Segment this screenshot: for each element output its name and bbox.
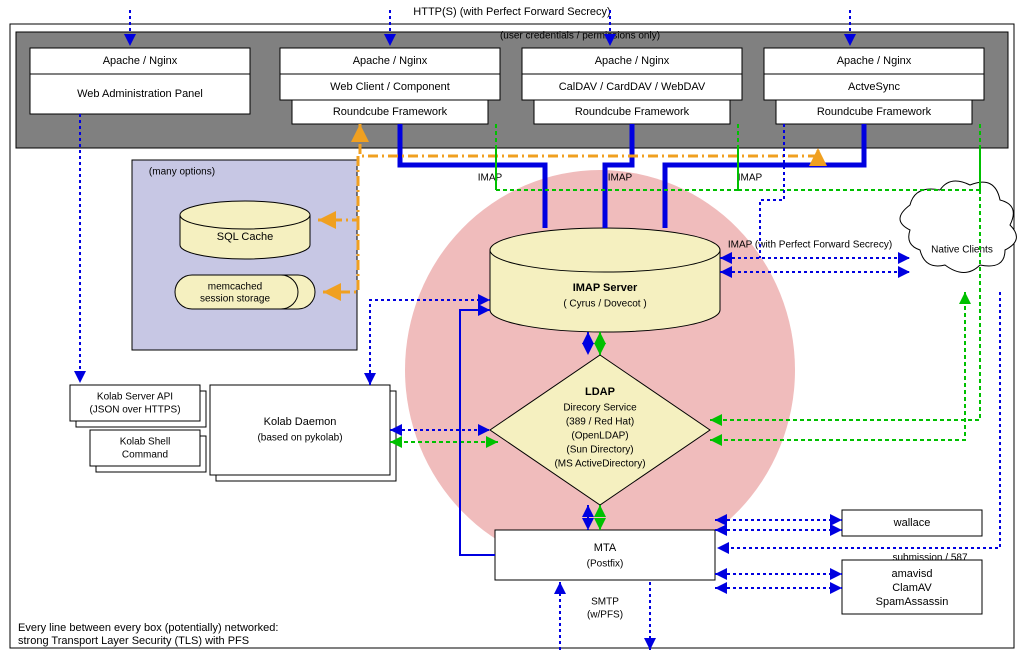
label: IMAP (with Perfect Forward Secrecy) [728,240,892,251]
label: IMAP [478,173,503,184]
label: Web Client / Component [330,81,450,93]
label: LDAP [585,386,615,398]
label: Kolab Shell [120,437,171,448]
label: Roundcube Framework [333,106,448,118]
label: HTTP(S) (with Perfect Forward Secrecy) [413,6,610,18]
label: wallace [893,517,931,529]
label: Web Administration Panel [77,88,203,100]
label: (many options) [149,167,215,178]
label: IMAP [738,173,763,184]
label: Apache / Nginx [353,55,428,67]
label: Kolab Daemon [264,416,337,428]
mta [495,530,715,580]
sql-top [180,201,310,229]
label: (w/PFS) [587,610,623,621]
label: (based on pykolab) [257,433,342,444]
label: Kolab Server API [97,392,173,403]
label: (JSON over HTTPS) [89,405,180,416]
label: session storage [200,294,270,305]
label: ClamAV [892,582,932,594]
label: SpamAssassin [876,596,949,608]
label: submission / 587 [892,553,967,564]
label: Apache / Nginx [103,55,178,67]
label: Apache / Nginx [595,55,670,67]
label: Apache / Nginx [837,55,912,67]
label: (OpenLDAP) [571,431,628,442]
label: SMTP [591,597,619,608]
label: amavisd [892,568,933,580]
label: Command [122,450,168,461]
label: CalDAV / CardDAV / WebDAV [559,81,706,93]
kolab-daemon [210,385,390,475]
label: Every line between every box (potentiall… [18,622,278,634]
label: (389 / Red Hat) [566,417,634,428]
imap-top [490,228,720,272]
label: (user credentials / permissions only) [500,31,660,42]
label: (Sun Directory) [566,445,633,456]
label: Roundcube Framework [817,106,932,118]
label: memcached [208,282,262,293]
label: strong Transport Layer Security (TLS) wi… [18,635,249,647]
label: (Postfix) [587,559,624,570]
label: ( Cyrus / Dovecot ) [563,299,646,310]
label: MTA [594,542,617,554]
label: IMAP [608,173,633,184]
label: Direcory Service [563,403,637,414]
label: Roundcube Framework [575,106,690,118]
label: ActveSync [848,81,900,93]
label: IMAP Server [573,282,638,294]
label: SQL Cache [217,231,273,243]
label: Native Clients [931,245,993,256]
label: (MS ActiveDirectory) [554,459,645,470]
